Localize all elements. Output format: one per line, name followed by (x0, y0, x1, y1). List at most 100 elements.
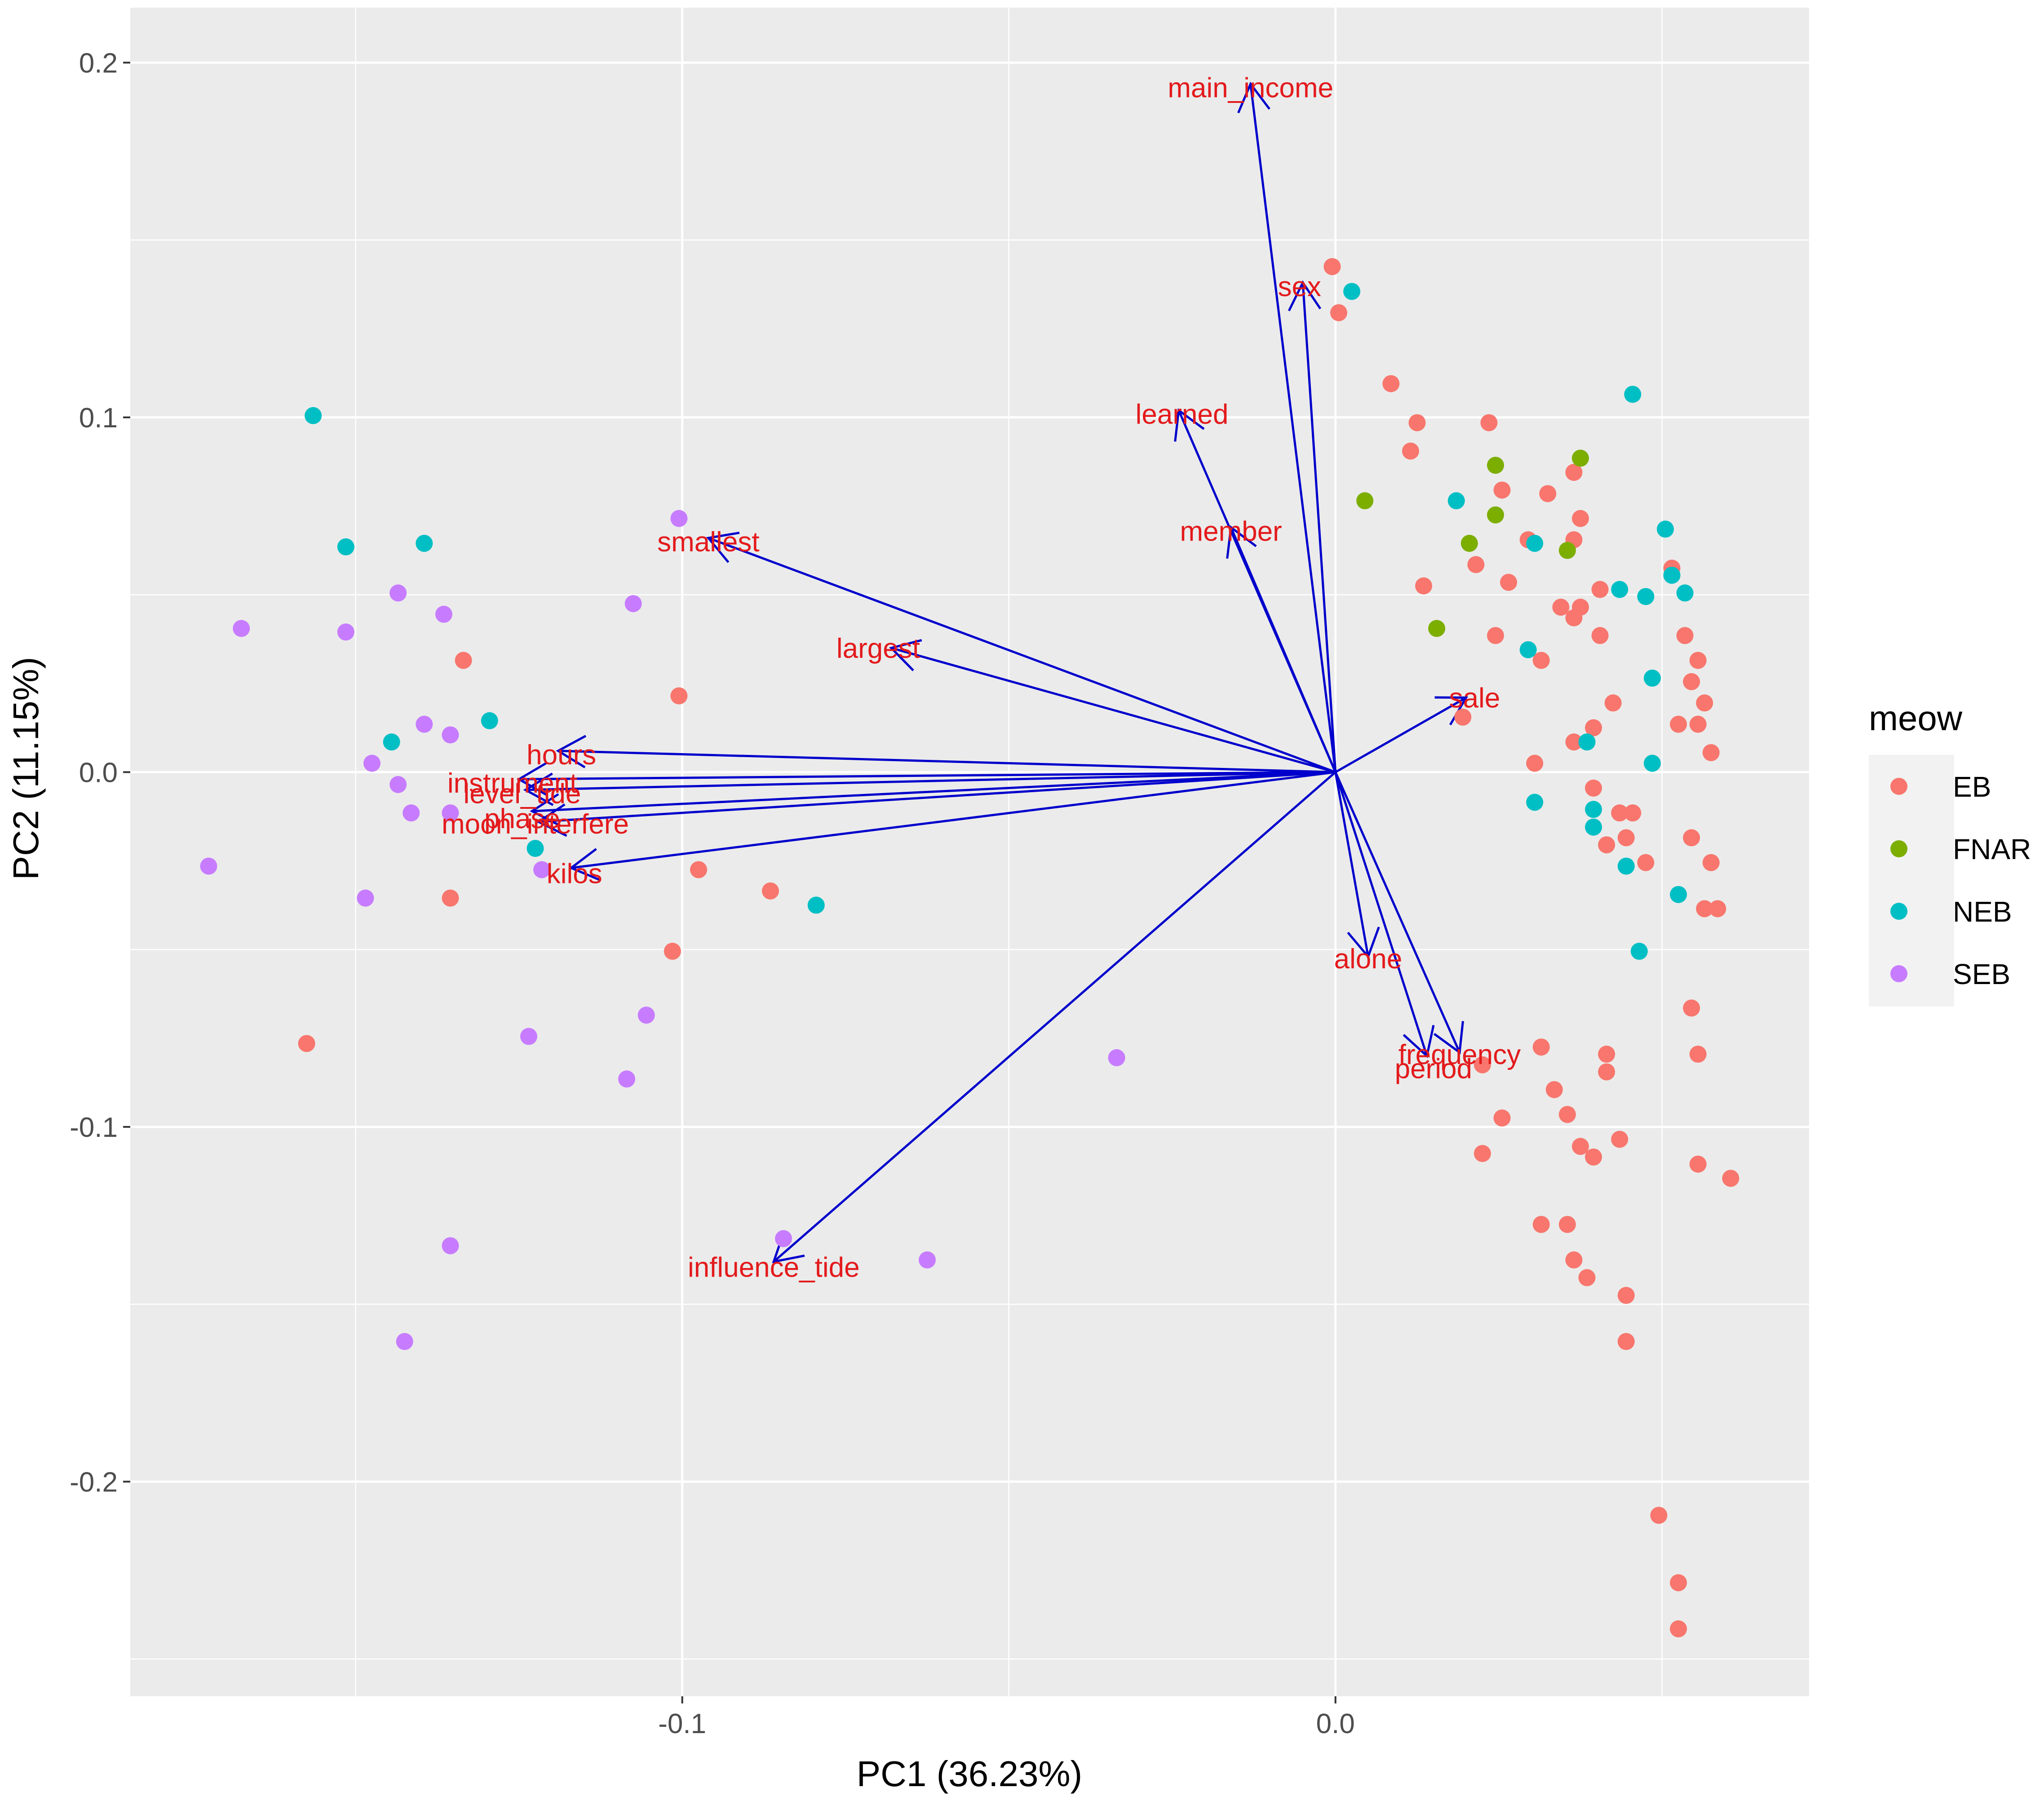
loading-arrow-phase (532, 771, 1336, 812)
data-point-neb (383, 733, 400, 751)
y-axis-title: PC2 (11.15%) (6, 657, 46, 880)
major-gridlines (130, 8, 1809, 1696)
x-tick-label: 0.0 (1316, 1708, 1355, 1739)
data-point-neb (337, 538, 354, 556)
data-point-eb (1330, 304, 1348, 321)
data-point-eb (1532, 1215, 1550, 1233)
data-point-eb (298, 1035, 315, 1052)
data-point-eb (1408, 414, 1426, 431)
data-point-eb (1683, 829, 1700, 847)
loading-arrow-moon_interfere (538, 771, 1336, 823)
data-point-eb (1545, 1081, 1563, 1098)
arrowhead-learned (1174, 408, 1205, 442)
data-point-eb (1532, 1038, 1550, 1056)
data-point-eb (1487, 627, 1504, 644)
data-point-eb (1591, 627, 1609, 644)
legend-key-neb (1890, 903, 1907, 920)
data-point-eb (1454, 708, 1472, 726)
legend-label-seb: SEB (1953, 958, 2010, 990)
data-point-neb (1526, 794, 1544, 811)
data-point-neb (1617, 857, 1635, 875)
loading-arrow-period (1334, 772, 1428, 1056)
data-point-eb (1585, 1148, 1602, 1166)
arrowhead-period (1402, 1024, 1435, 1058)
loading-arrow-hours (558, 749, 1336, 773)
loading-label-influence_tide: influence_tide (688, 1252, 860, 1283)
data-point-seb (357, 889, 374, 907)
data-point-seb (533, 861, 551, 878)
data-point-eb (1598, 1063, 1615, 1081)
loading-label-sale: sale (1449, 683, 1500, 714)
data-point-seb (389, 584, 407, 602)
y-tick-label: 0.2 (79, 48, 118, 79)
data-point-eb (1382, 375, 1400, 392)
data-point-eb (1526, 754, 1544, 772)
data-point-eb (1650, 1507, 1668, 1524)
data-point-eb (1480, 414, 1498, 431)
data-point-neb (481, 712, 498, 729)
data-point-eb (1670, 1620, 1687, 1637)
legend-label-neb: NEB (1953, 896, 2012, 928)
data-point-fnar (1460, 535, 1478, 552)
data-point-eb (1637, 854, 1655, 871)
loading-arrow-frequency (1334, 772, 1461, 1053)
data-point-eb (1617, 829, 1635, 847)
loading-label-sex: sex (1278, 271, 1321, 302)
data-point-neb (1585, 801, 1602, 818)
data-point-eb (670, 687, 688, 705)
arrowhead-kilos (569, 848, 601, 882)
loading-label-hours: hours (526, 740, 596, 771)
data-point-eb (1604, 694, 1622, 712)
data-point-eb (1676, 627, 1694, 644)
data-point-fnar (1428, 620, 1446, 637)
x-axis-title: PC1 (36.23%) (857, 1754, 1082, 1794)
arrowhead-level_tide (523, 772, 554, 806)
arrowhead-main_income (1237, 81, 1270, 114)
data-point-fnar (1558, 541, 1576, 559)
data-point-neb (526, 840, 544, 857)
data-point-seb (637, 1007, 655, 1024)
data-point-eb (1539, 485, 1557, 502)
minor-gridlines (130, 8, 1809, 1696)
arrowhead-frequency (1433, 1021, 1464, 1055)
loading-arrow-sale (1335, 696, 1467, 773)
loading-label-level_tide: level_tide (463, 779, 581, 810)
data-point-eb (1689, 715, 1707, 733)
loading-arrow-alone (1334, 772, 1369, 957)
data-point-seb (396, 1333, 413, 1350)
data-point-seb (200, 857, 217, 875)
data-point-neb (1670, 886, 1687, 903)
data-point-eb (1558, 1106, 1576, 1123)
loading-label-main_income: main_income (1168, 73, 1333, 104)
data-point-seb (442, 726, 459, 744)
data-point-eb (1558, 1215, 1576, 1233)
data-point-neb (1578, 733, 1596, 751)
data-point-seb (233, 620, 250, 637)
arrowhead-moon_interfere (536, 803, 567, 837)
loading-label-kilos: kilos (547, 858, 602, 889)
data-point-eb (1572, 1138, 1589, 1155)
data-point-eb (690, 861, 708, 878)
data-point-eb (1552, 599, 1570, 616)
loading-arrow-instrument (519, 771, 1336, 781)
loading-label-frequency: frequency (1398, 1039, 1521, 1070)
y-tick-label: 0.0 (79, 757, 118, 788)
data-point-seb (363, 754, 381, 772)
legend-label-eb: EB (1953, 771, 1991, 803)
legend-key-background (1869, 755, 1954, 1007)
data-point-neb (1630, 943, 1648, 960)
data-point-eb (1689, 652, 1707, 669)
loading-arrows (517, 81, 1468, 1264)
data-point-seb (416, 715, 433, 733)
data-point-seb (337, 623, 354, 641)
data-point-neb (1519, 641, 1537, 658)
y-tick-label: -0.2 (70, 1467, 118, 1498)
data-point-eb (1617, 1333, 1635, 1350)
data-point-eb (1565, 609, 1583, 626)
data-point-eb (1670, 715, 1687, 733)
data-point-eb (1585, 719, 1602, 736)
data-points (200, 258, 1739, 1637)
data-point-eb (1683, 999, 1700, 1017)
data-point-eb (1670, 1574, 1687, 1592)
